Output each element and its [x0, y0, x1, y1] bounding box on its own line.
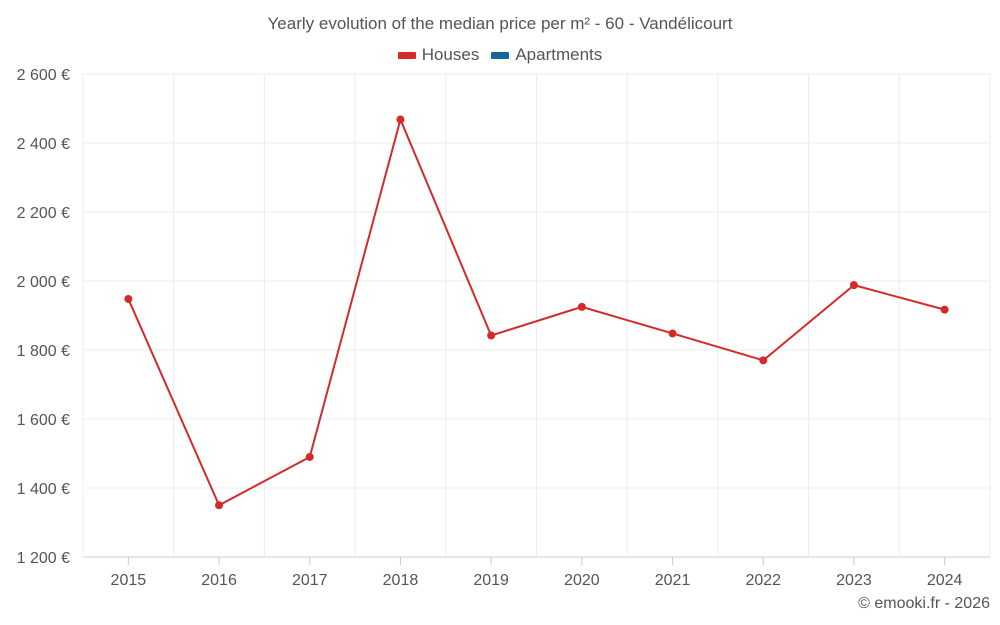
x-tick-label: 2018 — [383, 572, 419, 589]
legend-label-apartments: Apartments — [515, 45, 603, 64]
y-tick-label: 2 600 € — [17, 67, 70, 84]
legend-item-houses[interactable]: Houses — [397, 45, 480, 65]
data-point — [215, 501, 224, 510]
legend: Houses Apartments — [0, 45, 1000, 65]
credit: © emooki.fr - 2026 — [858, 595, 990, 612]
legend-label-houses: Houses — [421, 45, 480, 64]
data-point — [668, 329, 677, 338]
y-tick-label: 1 400 € — [17, 481, 70, 498]
legend-swatch-houses — [397, 51, 416, 59]
y-tick-label: 2 200 € — [17, 205, 70, 222]
x-tick-label: 2022 — [745, 572, 781, 589]
legend-swatch-apartments — [491, 51, 510, 59]
y-axis: 2 600 € 2 400 € 2 200 € 2 000 € 1 800 € 1 600… — [17, 67, 70, 567]
grid — [82, 73, 991, 558]
data-point — [487, 331, 496, 340]
data-point — [124, 294, 133, 303]
chart-title: Yearly evolution of the median price per… — [267, 14, 733, 33]
data-point — [396, 115, 405, 124]
x-tick-label: 2016 — [201, 572, 237, 589]
x-tick-label: 2024 — [927, 572, 963, 589]
data-point — [849, 281, 858, 290]
x-tick-label: 2015 — [111, 572, 147, 589]
y-tick-label: 2 000 € — [17, 274, 70, 291]
data-point — [305, 452, 314, 461]
x-tick-label: 2017 — [292, 572, 328, 589]
y-tick-label: 1 200 € — [17, 550, 70, 567]
x-tick-label: 2020 — [564, 572, 600, 589]
x-tick-label: 2023 — [836, 572, 872, 589]
data-point — [577, 302, 586, 311]
data-point — [940, 305, 949, 314]
x-axis: 2015 2016 2017 2018 2019 2020 2021 2022 2023 2024 — [111, 557, 963, 589]
y-tick-label: 1 800 € — [17, 343, 70, 360]
legend-item-apartments[interactable]: Apartments — [491, 45, 602, 65]
series-houses — [124, 115, 949, 510]
x-tick-label: 2019 — [473, 572, 509, 589]
series-line-houses — [127, 118, 945, 507]
y-tick-label: 2 400 € — [17, 136, 70, 153]
data-point — [759, 356, 768, 365]
y-tick-label: 1 600 € — [17, 412, 70, 429]
x-tick-label: 2021 — [655, 572, 691, 589]
